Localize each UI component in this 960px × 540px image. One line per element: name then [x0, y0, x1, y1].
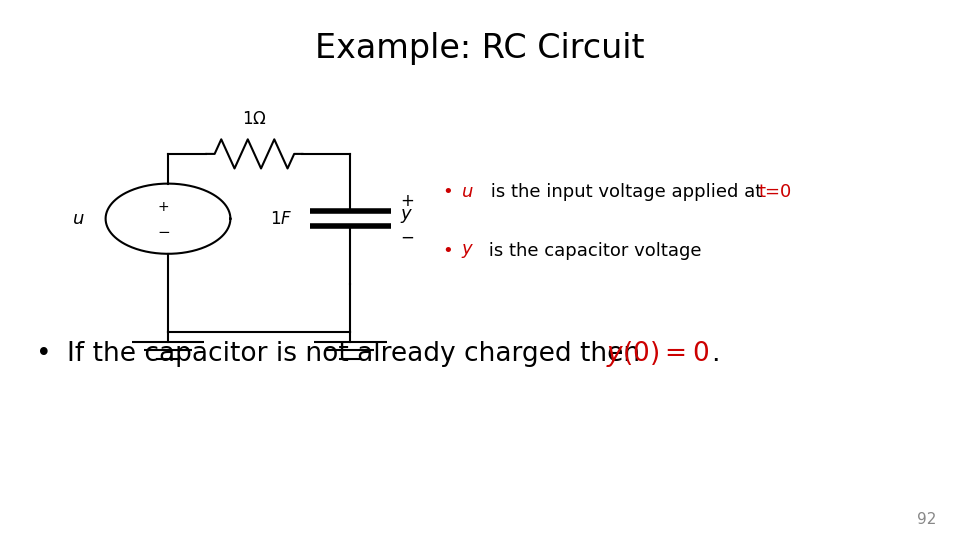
Text: $y$: $y$ [461, 242, 474, 260]
Text: $y$: $y$ [400, 207, 414, 225]
Text: 92: 92 [917, 511, 936, 526]
Text: $+$: $+$ [400, 192, 415, 211]
Text: $+$: $+$ [157, 200, 169, 214]
Text: is the capacitor voltage: is the capacitor voltage [483, 242, 702, 260]
Text: t=0: t=0 [758, 183, 792, 201]
Text: $u$: $u$ [461, 183, 473, 201]
Text: If the capacitor is not already charged then: If the capacitor is not already charged … [67, 341, 649, 367]
Text: $1F$: $1F$ [271, 210, 293, 228]
Text: •: • [36, 341, 52, 367]
Text: $-$: $-$ [400, 228, 415, 246]
Text: Example: RC Circuit: Example: RC Circuit [315, 32, 645, 65]
Text: $u$: $u$ [72, 210, 84, 228]
Text: $-$: $-$ [156, 223, 170, 238]
Text: $y(0){=}0$: $y(0){=}0$ [606, 339, 708, 369]
Text: .: . [711, 341, 720, 367]
Text: $1\Omega$: $1\Omega$ [242, 110, 267, 128]
Text: •: • [443, 183, 453, 201]
Text: is the input voltage applied at: is the input voltage applied at [485, 183, 768, 201]
Text: •: • [443, 242, 453, 260]
